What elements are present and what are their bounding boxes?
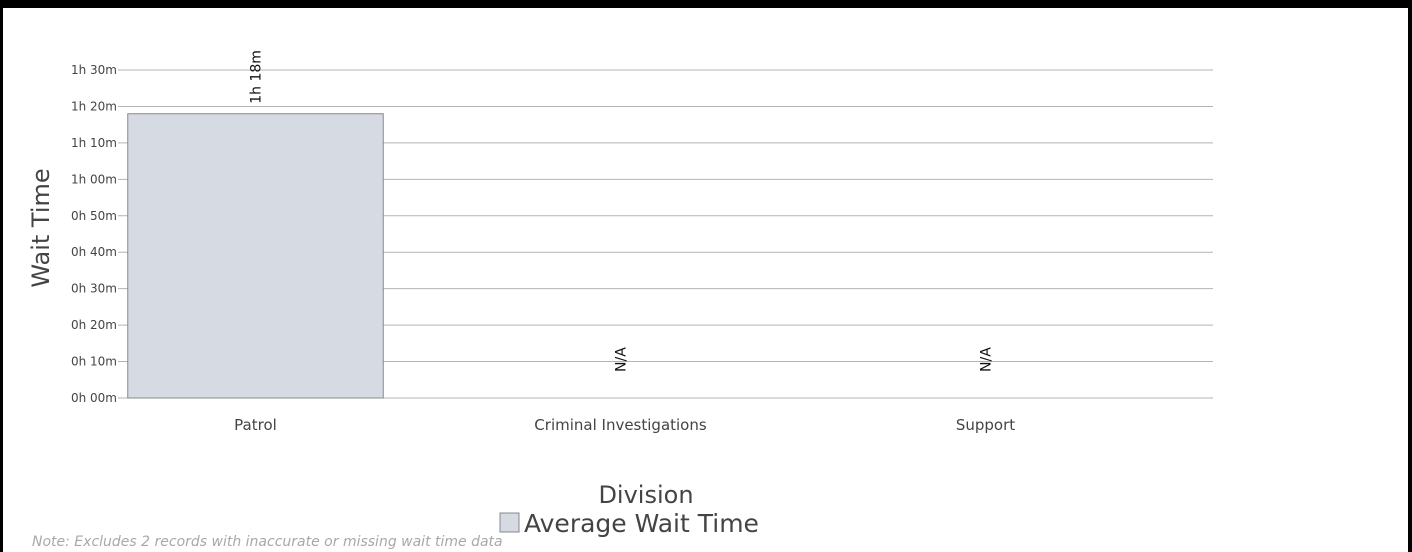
x-tick-label: Patrol (234, 416, 277, 434)
data-label: N/A (979, 347, 995, 372)
bar-chart: 0h 00m 0h 10m 0h 20m 0h 30m 0h 40m 0h 50m 1h 0… (27, 50, 1213, 538)
y-tick-label: 0h 30m (71, 282, 117, 296)
y-tick-label: 1h 20m (71, 99, 117, 113)
data-label: 1h 18m (249, 50, 265, 104)
x-axis-ticks: Patrol Criminal Investigations Support (234, 416, 1015, 434)
bar-patrol (127, 113, 384, 399)
bars (127, 113, 384, 399)
legend-swatch (499, 512, 520, 533)
legend-label: Average Wait Time (524, 509, 759, 538)
y-tick-label: 1h 00m (71, 172, 117, 186)
y-tick-label: 0h 10m (71, 355, 117, 369)
chart-frame: 0h 00m 0h 10m 0h 20m 0h 30m 0h 40m 0h 50m 1h 0… (3, 8, 1408, 552)
y-tick-label: 0h 00m (71, 391, 117, 405)
data-labels: 1h 18m N/A N/A (249, 50, 995, 372)
x-tick-label: Criminal Investigations (534, 416, 707, 434)
y-tick-label: 0h 40m (71, 245, 117, 259)
x-tick-label: Support (956, 416, 1015, 434)
x-axis-label: Division (598, 481, 693, 509)
footnote: Note: Excludes 2 records with inaccurate… (32, 534, 503, 550)
y-tick-label: 1h 10m (71, 136, 117, 150)
legend: Average Wait Time (499, 509, 759, 538)
y-axis-ticks: 0h 00m 0h 10m 0h 20m 0h 30m 0h 40m 0h 50m 1h 0… (71, 63, 117, 405)
y-axis-label: Wait Time (27, 168, 55, 287)
y-tick-label: 0h 20m (71, 318, 117, 332)
data-label: N/A (614, 347, 630, 372)
y-tick-label: 1h 30m (71, 63, 117, 77)
y-tick-label: 0h 50m (71, 209, 117, 223)
